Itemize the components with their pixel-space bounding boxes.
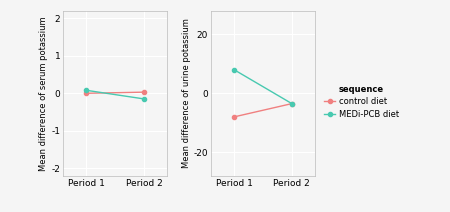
Legend: control diet, MEDi-PCB diet: control diet, MEDi-PCB diet bbox=[324, 85, 399, 119]
control diet bbox=[141, 91, 147, 93]
Y-axis label: Mean difference of serum potassium: Mean difference of serum potassium bbox=[40, 16, 49, 171]
Y-axis label: Mean difference of urine potassium: Mean difference of urine potassium bbox=[182, 18, 191, 168]
MEDi-PCB diet bbox=[141, 98, 147, 100]
control diet bbox=[231, 116, 237, 118]
Line: MEDi-PCB diet: MEDi-PCB diet bbox=[84, 88, 146, 101]
control diet bbox=[83, 92, 89, 95]
MEDi-PCB diet bbox=[289, 102, 295, 105]
control diet bbox=[289, 102, 295, 105]
Line: control diet: control diet bbox=[232, 102, 294, 119]
Line: control diet: control diet bbox=[84, 90, 146, 95]
MEDi-PCB diet bbox=[231, 68, 237, 71]
MEDi-PCB diet bbox=[83, 89, 89, 92]
Line: MEDi-PCB diet: MEDi-PCB diet bbox=[232, 68, 294, 106]
